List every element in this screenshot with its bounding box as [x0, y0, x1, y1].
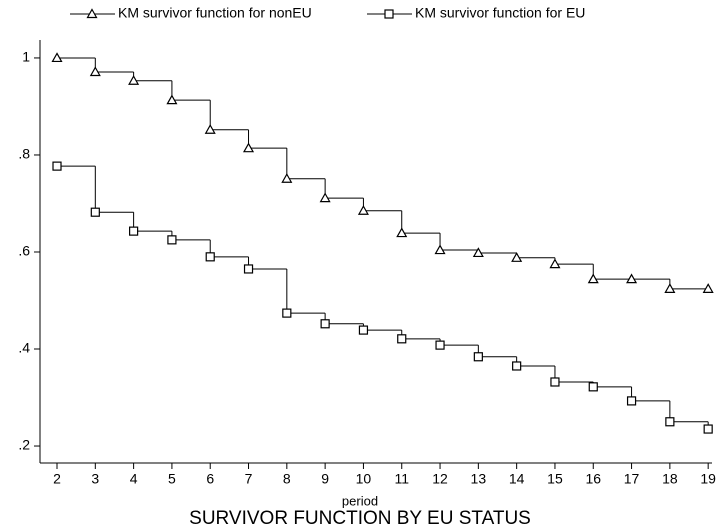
marker	[319, 192, 331, 203]
step-segment	[477, 345, 517, 358]
step-segment	[209, 100, 249, 131]
marker	[357, 205, 369, 215]
marker	[549, 258, 561, 269]
step-segment	[592, 264, 632, 280]
x-tick-label: 14	[509, 471, 525, 487]
x-tick-label: 5	[168, 471, 176, 487]
step-segment	[516, 252, 555, 259]
x-tick-label: 19	[700, 471, 716, 487]
marker	[396, 227, 408, 238]
step-segment	[554, 257, 594, 265]
marker	[204, 124, 216, 134]
step-segment	[439, 338, 479, 346]
x-tick-label: 15	[547, 471, 563, 487]
marker	[89, 66, 101, 77]
marker	[281, 173, 293, 183]
x-tick-label: 16	[585, 471, 601, 487]
step-segment	[362, 323, 402, 331]
step-segment	[362, 198, 402, 212]
step-segment	[94, 57, 134, 73]
marker	[90, 207, 100, 217]
marker	[52, 161, 62, 171]
marker	[358, 325, 369, 335]
marker	[282, 308, 292, 318]
step-segment	[133, 212, 172, 232]
marker	[434, 244, 446, 255]
x-tick-label: 3	[91, 471, 99, 487]
step-segment	[171, 80, 211, 101]
marker	[550, 377, 560, 387]
marker	[664, 283, 676, 293]
x-tick-label: 10	[356, 471, 372, 487]
marker	[665, 417, 675, 427]
legend-label: KM survivor function for nonEU	[118, 5, 312, 21]
marker	[512, 361, 522, 371]
y-tick-label: 1	[22, 49, 30, 65]
x-tick-label: 12	[432, 471, 448, 487]
legend-marker	[384, 9, 394, 19]
step-segment	[248, 129, 287, 149]
step-segment	[248, 256, 287, 270]
marker	[129, 226, 139, 236]
marker	[205, 252, 215, 262]
step-segment	[324, 313, 364, 325]
x-tick-label: 8	[283, 471, 291, 487]
marker	[702, 283, 714, 293]
y-tick-label: .2	[18, 437, 30, 453]
step-segment	[94, 166, 134, 213]
x-tick-label: 4	[130, 471, 138, 487]
marker	[243, 264, 254, 274]
step-segment	[477, 250, 517, 254]
marker	[51, 52, 63, 63]
y-tick-label: .6	[18, 243, 30, 259]
legend-label: KM survivor function for EU	[415, 5, 585, 21]
step-segment	[401, 210, 441, 234]
marker	[320, 319, 330, 329]
step-segment	[286, 148, 326, 180]
step-segment	[209, 239, 249, 258]
step-segment	[669, 400, 709, 423]
marker	[397, 334, 407, 344]
marker	[511, 252, 523, 262]
marker	[703, 424, 713, 434]
step-segment	[171, 231, 211, 241]
step-segment	[516, 356, 555, 367]
y-tick-label: .8	[18, 146, 30, 162]
x-tick-label: 13	[471, 471, 487, 487]
marker	[242, 142, 255, 153]
marker	[473, 352, 483, 362]
x-axis-label: period	[342, 493, 378, 508]
marker	[626, 273, 638, 284]
step-segment	[286, 268, 326, 314]
x-tick-label: 2	[53, 471, 61, 487]
x-tick-label: 17	[624, 471, 640, 487]
legend-marker	[86, 8, 98, 19]
marker	[472, 247, 484, 258]
x-tick-label: 6	[206, 471, 214, 487]
marker	[435, 340, 445, 350]
y-tick-label: .4	[18, 340, 30, 356]
step-segment	[669, 279, 709, 290]
x-tick-label: 18	[662, 471, 678, 487]
step-segment	[133, 72, 172, 82]
marker	[128, 75, 140, 85]
step-segment	[592, 381, 632, 388]
marker	[588, 382, 598, 392]
x-tick-label: 7	[245, 471, 253, 487]
chart-title: SURVIVOR FUNCTION BY EU STATUS	[189, 508, 531, 529]
marker	[626, 396, 637, 406]
step-segment	[401, 330, 441, 340]
marker	[166, 94, 178, 105]
x-tick-label: 11	[394, 471, 409, 487]
step-segment	[324, 178, 364, 199]
step-segment	[439, 233, 479, 251]
step-segment	[631, 386, 670, 402]
marker	[587, 273, 599, 284]
x-tick-label: 9	[321, 471, 329, 487]
step-segment	[554, 365, 594, 383]
marker	[167, 235, 177, 245]
